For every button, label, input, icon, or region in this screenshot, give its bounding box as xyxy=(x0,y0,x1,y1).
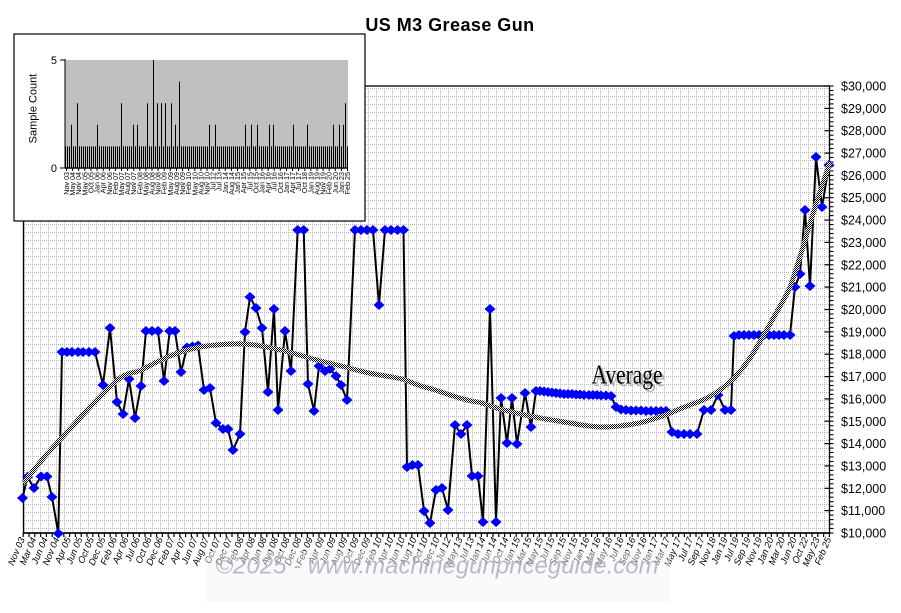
svg-text:Jan 19: Jan 19 xyxy=(306,172,315,194)
svg-text:$23,000: $23,000 xyxy=(841,236,886,250)
svg-text:Jan 06: Jan 06 xyxy=(93,172,102,194)
svg-text:Aug 19: Aug 19 xyxy=(313,172,322,195)
svg-text:$29,000: $29,000 xyxy=(841,102,886,116)
svg-text:May 05: May 05 xyxy=(80,172,89,196)
svg-text:Jul 15: Jul 15 xyxy=(245,172,254,191)
svg-text:May 10: May 10 xyxy=(190,172,199,196)
svg-text:©2025 - www.machinegunpricegui: ©2025 - www.machinegunpriceguide.com xyxy=(215,553,658,580)
svg-text:May 04: May 04 xyxy=(68,172,77,196)
svg-text:$24,000: $24,000 xyxy=(841,214,886,228)
svg-text:Aug 07: Aug 07 xyxy=(123,172,132,195)
svg-text:Average: Average xyxy=(592,360,663,390)
svg-text:Apr 17: Apr 17 xyxy=(288,172,297,193)
svg-text:Aug 09: Aug 09 xyxy=(172,172,181,195)
svg-text:Jul 16: Jul 16 xyxy=(270,172,279,191)
svg-text:Aug 08: Aug 08 xyxy=(148,172,157,195)
svg-text:Nov 03: Nov 03 xyxy=(62,172,71,195)
svg-text:Sample Count: Sample Count xyxy=(28,74,40,144)
svg-text:Oct 16: Oct 16 xyxy=(276,172,285,193)
svg-text:Oct 18: Oct 18 xyxy=(300,172,309,193)
svg-text:Apr 06: Apr 06 xyxy=(99,172,108,193)
svg-text:$11,000: $11,000 xyxy=(841,504,885,518)
svg-text:US M3 Grease Gun: US M3 Grease Gun xyxy=(365,15,534,35)
svg-text:$18,000: $18,000 xyxy=(841,348,886,362)
svg-text:Jan 15: Jan 15 xyxy=(233,172,242,194)
svg-text:$20,000: $20,000 xyxy=(841,303,886,317)
svg-text:$12,000: $12,000 xyxy=(841,482,886,496)
svg-text:Jan 23: Jan 23 xyxy=(337,172,346,194)
svg-text:Feb 20: Feb 20 xyxy=(325,172,334,194)
svg-text:Nov 19: Nov 19 xyxy=(319,172,328,195)
svg-text:Nov 06: Nov 06 xyxy=(105,172,114,195)
svg-text:$14,000: $14,000 xyxy=(841,437,886,451)
svg-text:Feb 25: Feb 25 xyxy=(343,172,352,194)
svg-text:Apr 16: Apr 16 xyxy=(264,172,273,193)
svg-text:Feb 10: Feb 10 xyxy=(184,172,193,194)
svg-text:Nov 08: Nov 08 xyxy=(154,172,163,195)
svg-text:0: 0 xyxy=(51,163,57,175)
svg-text:Feb 09: Feb 09 xyxy=(160,172,169,194)
svg-text:Jan 17: Jan 17 xyxy=(282,172,291,194)
svg-text:Aug 10: Aug 10 xyxy=(196,172,205,195)
svg-text:Apr 15: Apr 15 xyxy=(239,172,248,193)
svg-text:$28,000: $28,000 xyxy=(841,124,886,138)
svg-text:Nov 07: Nov 07 xyxy=(129,172,138,195)
svg-text:Feb 08: Feb 08 xyxy=(135,172,144,194)
svg-text:$26,000: $26,000 xyxy=(841,169,886,183)
svg-text:May 07: May 07 xyxy=(117,172,126,196)
svg-text:Nov 10: Nov 10 xyxy=(203,172,212,195)
svg-text:$13,000: $13,000 xyxy=(841,459,886,473)
svg-text:May 09: May 09 xyxy=(166,172,175,196)
svg-text:$10,000: $10,000 xyxy=(841,527,886,541)
svg-text:$22,000: $22,000 xyxy=(841,258,886,272)
svg-text:Jul 17: Jul 17 xyxy=(294,172,303,191)
svg-text:Oct 05: Oct 05 xyxy=(86,172,95,193)
svg-text:Jan 14: Jan 14 xyxy=(221,172,230,194)
svg-text:Jan 16: Jan 16 xyxy=(258,172,267,194)
svg-text:May 08: May 08 xyxy=(141,172,150,196)
svg-text:$27,000: $27,000 xyxy=(841,147,886,161)
svg-text:Average: Average xyxy=(594,362,665,392)
svg-text:$17,000: $17,000 xyxy=(841,370,886,384)
svg-text:Oct 15: Oct 15 xyxy=(251,172,260,193)
svg-text:$21,000: $21,000 xyxy=(841,281,886,295)
svg-text:Jun 20: Jun 20 xyxy=(331,172,340,194)
svg-text:$19,000: $19,000 xyxy=(841,325,886,339)
svg-text:Aug 14: Aug 14 xyxy=(227,172,236,195)
svg-text:Nov 04: Nov 04 xyxy=(74,172,83,195)
svg-text:$30,000: $30,000 xyxy=(841,80,886,94)
svg-text:Feb 07: Feb 07 xyxy=(111,172,120,194)
svg-text:Nov 09: Nov 09 xyxy=(178,172,187,195)
svg-text:$16,000: $16,000 xyxy=(841,392,886,406)
svg-text:$25,000: $25,000 xyxy=(841,191,886,205)
svg-text:5: 5 xyxy=(51,55,57,67)
svg-text:$15,000: $15,000 xyxy=(841,415,886,429)
svg-text:Jul 13: Jul 13 xyxy=(215,172,224,191)
svg-text:Jul 12: Jul 12 xyxy=(209,172,218,191)
